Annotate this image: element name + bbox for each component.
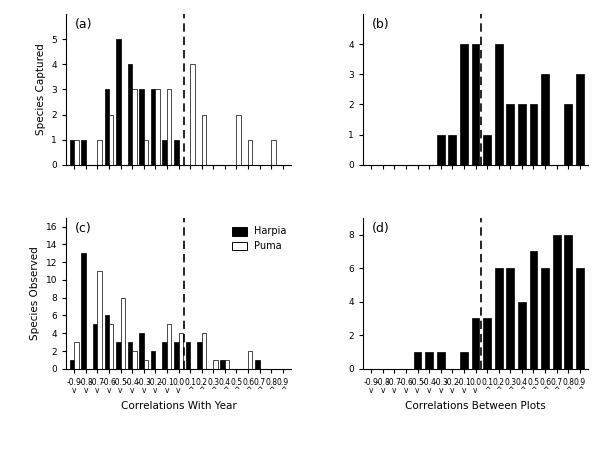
Bar bbox=[174, 140, 179, 165]
Text: (a): (a) bbox=[75, 18, 92, 31]
Bar bbox=[530, 251, 538, 369]
Bar bbox=[518, 301, 526, 369]
Bar bbox=[151, 351, 155, 369]
X-axis label: Correlations With Year: Correlations With Year bbox=[121, 401, 236, 411]
Bar bbox=[483, 135, 491, 165]
Bar bbox=[541, 74, 549, 165]
Bar bbox=[121, 298, 125, 369]
Bar bbox=[565, 235, 572, 369]
Bar bbox=[495, 268, 503, 369]
Bar bbox=[413, 352, 421, 369]
Bar bbox=[236, 114, 241, 165]
Bar bbox=[190, 64, 194, 165]
Bar bbox=[472, 319, 479, 369]
Bar bbox=[82, 140, 86, 165]
Bar bbox=[116, 39, 121, 165]
Y-axis label: Species Observed: Species Observed bbox=[30, 246, 40, 340]
Bar bbox=[576, 74, 584, 165]
Legend: Harpia, Puma: Harpia, Puma bbox=[228, 223, 290, 255]
Bar bbox=[483, 319, 491, 369]
Bar bbox=[506, 105, 514, 165]
Bar bbox=[97, 140, 102, 165]
Bar bbox=[144, 140, 148, 165]
Bar bbox=[104, 89, 109, 165]
Bar bbox=[93, 325, 97, 369]
Bar bbox=[213, 360, 218, 369]
Bar bbox=[144, 360, 148, 369]
Bar bbox=[553, 235, 560, 369]
Bar bbox=[437, 135, 445, 165]
Bar bbox=[97, 271, 102, 369]
Bar bbox=[518, 105, 526, 165]
X-axis label: Correlations Between Plots: Correlations Between Plots bbox=[405, 401, 546, 411]
Bar bbox=[74, 140, 79, 165]
Bar bbox=[530, 105, 538, 165]
Bar bbox=[565, 105, 572, 165]
Bar bbox=[163, 140, 167, 165]
Bar bbox=[104, 315, 109, 369]
Bar bbox=[248, 140, 253, 165]
Bar bbox=[437, 352, 445, 369]
Bar bbox=[82, 253, 86, 369]
Bar bbox=[139, 333, 144, 369]
Bar bbox=[495, 44, 503, 165]
Bar bbox=[163, 342, 167, 369]
Bar bbox=[132, 89, 137, 165]
Bar bbox=[448, 135, 456, 165]
Bar bbox=[541, 268, 549, 369]
Bar bbox=[128, 342, 132, 369]
Bar bbox=[74, 342, 79, 369]
Bar bbox=[167, 89, 172, 165]
Bar bbox=[70, 360, 74, 369]
Bar bbox=[202, 114, 206, 165]
Bar bbox=[174, 342, 179, 369]
Bar bbox=[220, 360, 225, 369]
Bar bbox=[460, 352, 468, 369]
Bar bbox=[576, 268, 584, 369]
Text: (c): (c) bbox=[75, 222, 92, 235]
Bar bbox=[128, 64, 132, 165]
Bar bbox=[179, 333, 183, 369]
Bar bbox=[116, 342, 121, 369]
Text: (b): (b) bbox=[372, 18, 389, 31]
Bar bbox=[185, 342, 190, 369]
Bar bbox=[139, 89, 144, 165]
Bar bbox=[460, 44, 468, 165]
Bar bbox=[109, 325, 113, 369]
Y-axis label: Species Captured: Species Captured bbox=[35, 43, 46, 135]
Bar bbox=[167, 325, 172, 369]
Bar bbox=[197, 342, 202, 369]
Bar bbox=[132, 351, 137, 369]
Text: (d): (d) bbox=[372, 222, 390, 235]
Bar bbox=[225, 360, 229, 369]
Bar bbox=[472, 44, 479, 165]
Bar bbox=[506, 268, 514, 369]
Bar bbox=[425, 352, 433, 369]
Bar bbox=[109, 114, 113, 165]
Bar bbox=[248, 351, 253, 369]
Bar bbox=[271, 140, 275, 165]
Bar bbox=[255, 360, 260, 369]
Bar bbox=[155, 89, 160, 165]
Bar bbox=[151, 89, 155, 165]
Bar bbox=[202, 333, 206, 369]
Bar bbox=[70, 140, 74, 165]
